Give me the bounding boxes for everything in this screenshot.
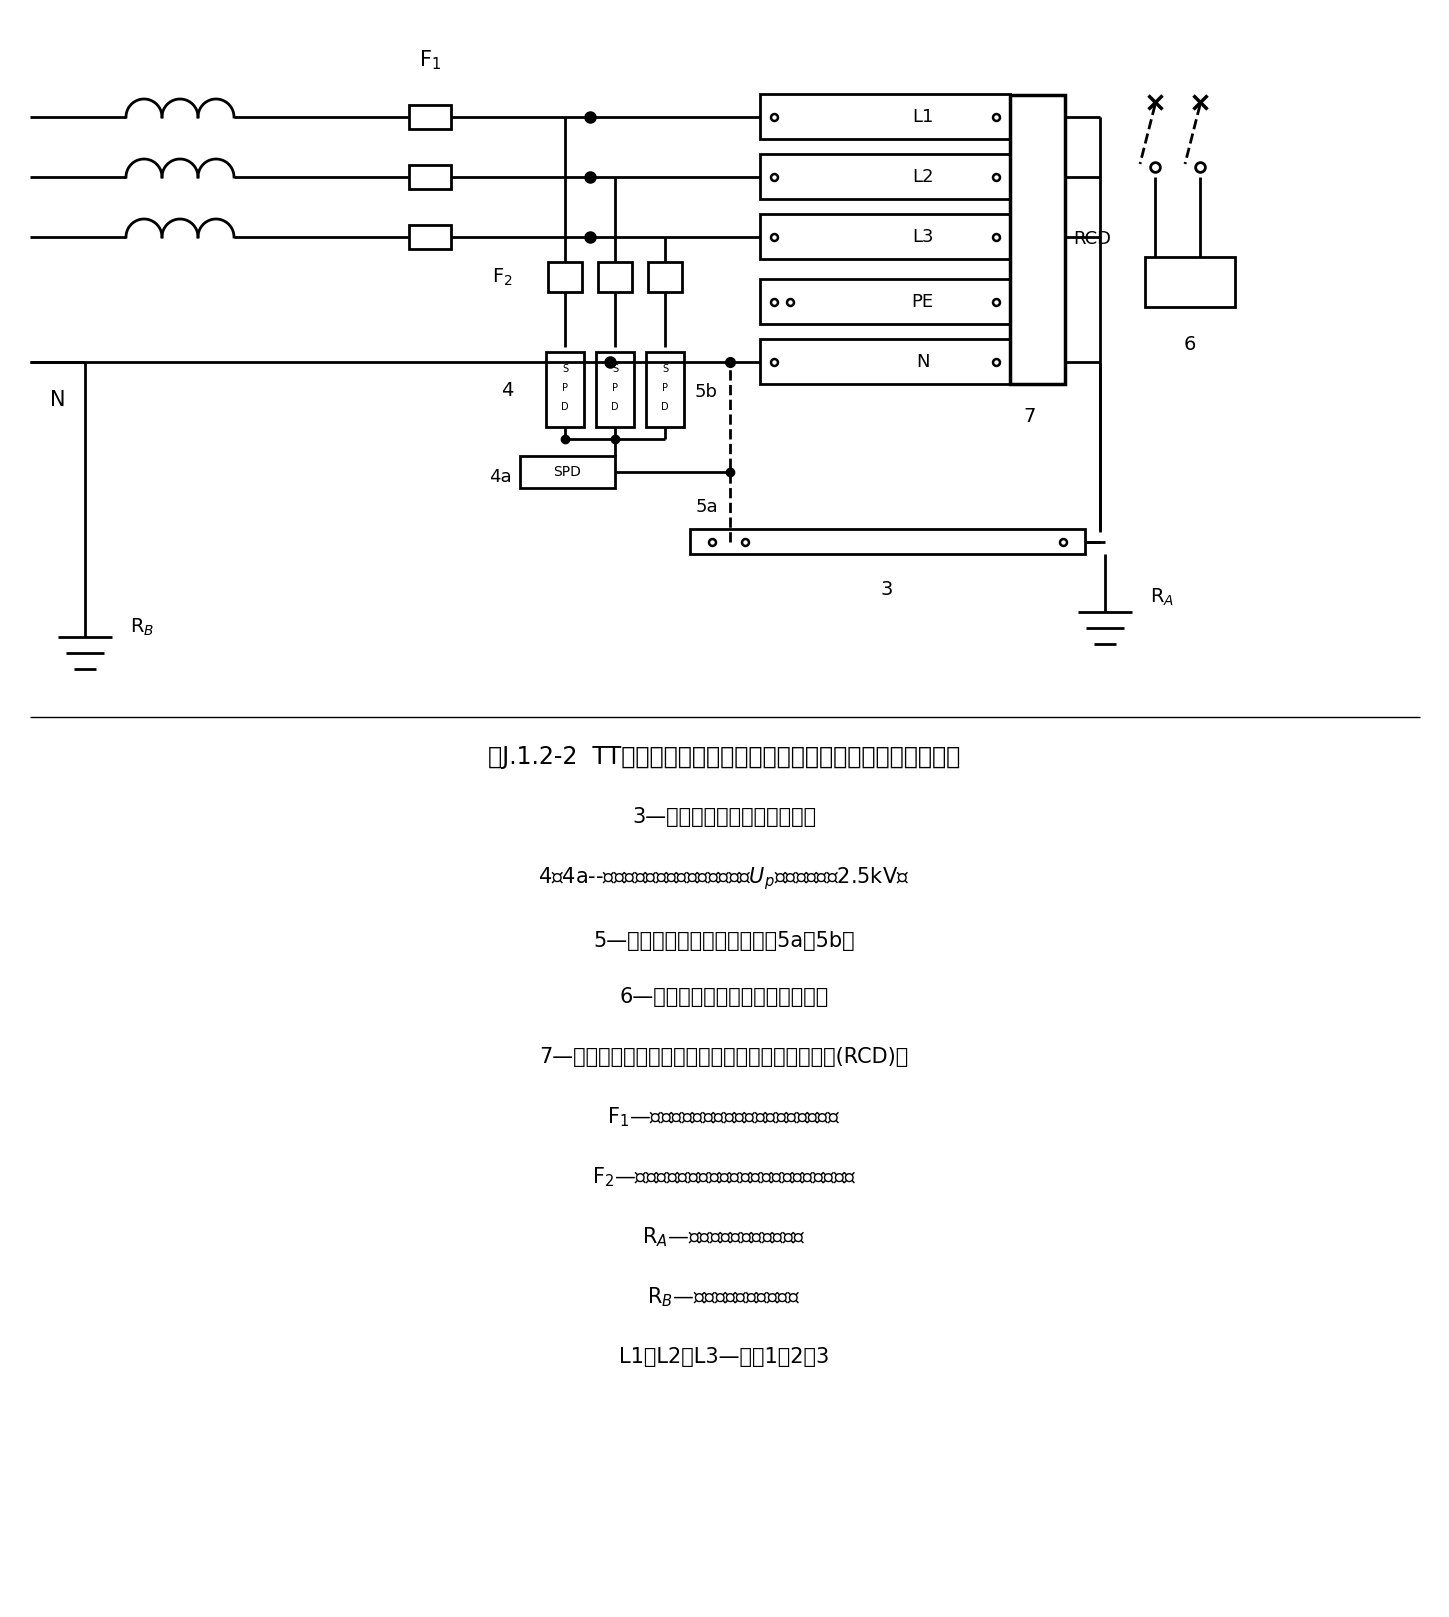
- Text: L1: L1: [911, 108, 933, 126]
- Text: P: P: [662, 383, 668, 393]
- Text: PE: PE: [911, 293, 933, 310]
- Bar: [759, 94, 1010, 139]
- Text: D: D: [561, 403, 569, 412]
- Text: L1、L2、L3—相线1、2、3: L1、L2、L3—相线1、2、3: [619, 1347, 829, 1366]
- Text: 5a: 5a: [696, 498, 719, 516]
- Bar: [598, 262, 632, 293]
- Bar: [759, 154, 1010, 199]
- Text: N: N: [51, 390, 65, 411]
- Text: 4a: 4a: [490, 467, 511, 487]
- Text: D: D: [661, 403, 669, 412]
- Text: 3—总接地端或总接地连接带；: 3—总接地端或总接地连接带；: [632, 807, 816, 826]
- Bar: [759, 340, 1010, 383]
- Text: R$_B$: R$_B$: [130, 616, 154, 637]
- Bar: [520, 456, 614, 488]
- Text: 7—安装于母线的电源侧或负荷侧的剩余电流保护器(RCD)；: 7—安装于母线的电源侧或负荷侧的剩余电流保护器(RCD)；: [539, 1046, 909, 1067]
- Text: 4、4a--电涌保护器，它们串联后构成的$U_p$应小于或等于2.5kV；: 4、4a--电涌保护器，它们串联后构成的$U_p$应小于或等于2.5kV；: [539, 865, 910, 893]
- Bar: [690, 529, 1085, 555]
- Text: 4: 4: [500, 380, 513, 399]
- Bar: [648, 262, 682, 293]
- Text: R$_A$—本电气装置的接地电阻；: R$_A$—本电气装置的接地电阻；: [642, 1226, 806, 1248]
- Text: N: N: [916, 353, 929, 370]
- Bar: [409, 105, 451, 129]
- Text: 5—电涌保护器的接地连接线，5a或5b；: 5—电涌保护器的接地连接线，5a或5b；: [593, 931, 855, 951]
- Text: P: P: [611, 383, 619, 393]
- Bar: [548, 262, 582, 293]
- Text: RCD: RCD: [1074, 231, 1111, 249]
- Text: F$_2$—电涌保护器制造厂要求装设的过电流保护电器；: F$_2$—电涌保护器制造厂要求装设的过电流保护电器；: [591, 1166, 856, 1188]
- Text: S: S: [611, 364, 619, 374]
- Text: P: P: [562, 383, 568, 393]
- Text: 6—需要被电涌保护器保护的设备；: 6—需要被电涌保护器保护的设备；: [619, 986, 829, 1007]
- Text: F$_2$: F$_2$: [493, 267, 513, 288]
- Text: 5b: 5b: [696, 383, 719, 401]
- Bar: [759, 213, 1010, 259]
- Text: 7: 7: [1024, 407, 1036, 425]
- Text: F$_1$: F$_1$: [419, 49, 440, 73]
- Text: 3: 3: [881, 581, 893, 598]
- Text: L3: L3: [911, 228, 933, 246]
- Bar: [409, 165, 451, 189]
- Text: R$_A$: R$_A$: [1151, 587, 1174, 608]
- Text: S: S: [562, 364, 568, 374]
- Text: F$_1$—安装在电气装置电源进户处的保护电器；: F$_1$—安装在电气装置电源进户处的保护电器；: [607, 1104, 840, 1129]
- Text: D: D: [611, 403, 619, 412]
- Text: L2: L2: [911, 168, 933, 186]
- Bar: [1145, 257, 1235, 307]
- Text: SPD: SPD: [554, 466, 581, 479]
- Text: S: S: [662, 364, 668, 374]
- Bar: [596, 353, 635, 427]
- Text: 6: 6: [1184, 335, 1197, 354]
- Bar: [1010, 95, 1065, 383]
- Text: R$_B$—电源系统的接地电阻；: R$_B$—电源系统的接地电阻；: [648, 1286, 800, 1308]
- Bar: [546, 353, 584, 427]
- Bar: [646, 353, 684, 427]
- Bar: [759, 280, 1010, 323]
- Bar: [409, 225, 451, 249]
- Text: 图J.1.2-2  TT系统电涌保护器安装在进户处剩余电流保护器的电源侧: 图J.1.2-2 TT系统电涌保护器安装在进户处剩余电流保护器的电源侧: [488, 745, 961, 770]
